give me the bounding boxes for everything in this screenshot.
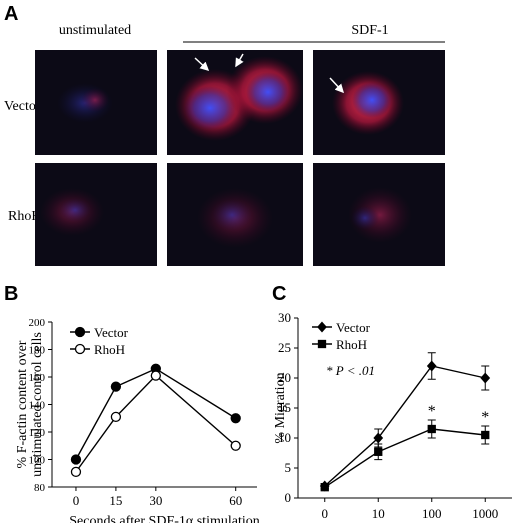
y-axis-label: % F-actin content over [15,340,30,468]
series-line [324,365,486,487]
x-tick-label: 10 [372,506,385,521]
row-label: Vector [4,99,41,114]
x-tick-label: 1000 [472,506,498,521]
marker [373,432,384,444]
legend-marker [317,321,327,333]
marker [230,413,241,424]
micrograph [35,50,157,155]
note: * P < .01 [326,363,375,378]
column-header: unstimulated [59,23,131,38]
panel-label: C [272,283,286,305]
x-tick-label: 30 [149,493,162,508]
legend-label: Vector [336,320,371,335]
row-label: RhoH [8,209,41,224]
y-tick-label: 15 [278,400,291,415]
micrograph [167,50,303,155]
x-tick-label: 15 [109,493,122,508]
y-axis-label: unstimulated control cells [30,332,45,477]
y-tick-label: 80 [34,482,46,494]
y-tick-label: 140 [29,400,46,412]
marker [374,447,383,456]
y-tick-label: 10 [278,430,291,445]
marker [480,372,491,384]
marker [427,424,436,434]
micrograph [313,50,445,155]
series-line [75,367,237,460]
marker [150,370,161,381]
x-tick-label: 0 [322,506,329,521]
marker [320,483,329,492]
y-tick-label: 100 [29,455,46,467]
y-tick-label: 120 [29,427,46,439]
panel-label: B [4,283,18,305]
y-tick-label: 30 [278,310,291,325]
marker [110,381,122,392]
y-tick-label: 180 [29,345,46,357]
y-tick-label: 25 [278,340,291,355]
micrograph [35,163,157,266]
legend-marker [74,326,86,338]
y-axis-label: % Migration [273,372,288,443]
x-tick-label: 0 [73,493,80,508]
legend-label: RhoH [94,342,125,357]
y-tick-label: 5 [285,460,292,475]
panel-a: A unstimulated SDF-1 Vector RhoH [4,3,445,266]
marker [426,360,437,372]
chart: B 80 100 120 140 160 180 200 0 15 30 60 % F-actin co… [4,283,260,528]
marker [70,466,82,478]
panel-label: A [4,3,18,25]
annotation: * [428,403,436,420]
legend-label: Vector [94,325,129,340]
legend-label: RhoH [336,337,367,352]
micrograph [313,163,445,266]
y-tick-label: 200 [29,317,46,329]
x-tick-label: 100 [422,506,442,521]
y-tick-label: 20 [278,370,291,385]
marker [110,411,122,423]
column-header: SDF-1 [351,23,388,38]
legend-marker [317,339,327,349]
series-line [75,374,237,473]
marker [230,440,241,451]
marker [481,430,490,440]
y-tick-label: 0 [285,490,292,505]
marker [70,454,82,465]
micrograph [167,163,303,266]
x-axis-label: Seconds after SDF-1α stimulation [69,514,259,523]
legend-marker [74,343,86,355]
annotation: * [481,409,489,426]
x-tick-label: 60 [229,493,242,508]
series-line [324,428,486,488]
y-tick-label: 160 [29,372,46,384]
